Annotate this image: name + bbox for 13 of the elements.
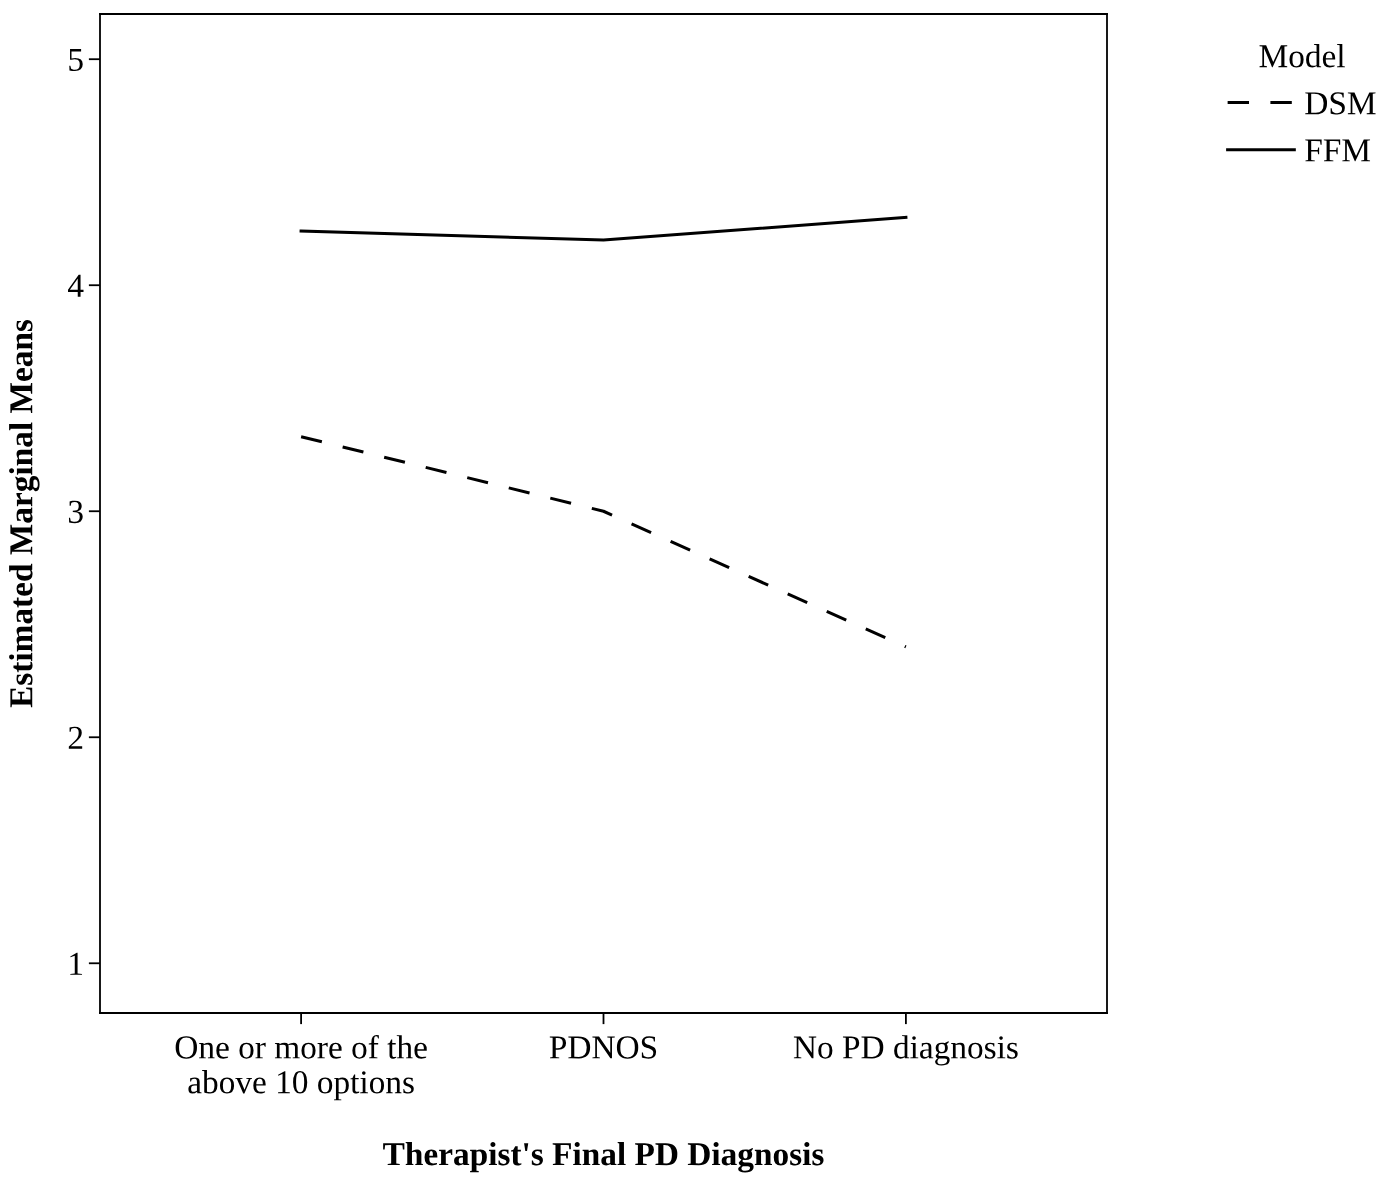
legend-label: DSM — [1305, 92, 1376, 115]
x-tick-label: PDNOS — [549, 1036, 657, 1059]
x-tick-label: One or more of the above 10 options — [175, 1034, 427, 1101]
y-tick-label: 4 — [68, 274, 84, 297]
x-tick-label: No PD diagnosis — [793, 1035, 1018, 1066]
x-axis-title: Therapist's Final PD Diagnosis — [383, 1141, 824, 1173]
y-axis-title: Estimated Marginal Means — [9, 319, 40, 708]
y-tick-label: 5 — [69, 48, 83, 72]
legend-title: Model — [1259, 44, 1345, 68]
y-tick-label: 1 — [70, 952, 83, 975]
y-tick-label: 3 — [68, 500, 83, 524]
legend-label: FFM — [1305, 139, 1371, 162]
y-tick-label: 2 — [68, 726, 83, 749]
